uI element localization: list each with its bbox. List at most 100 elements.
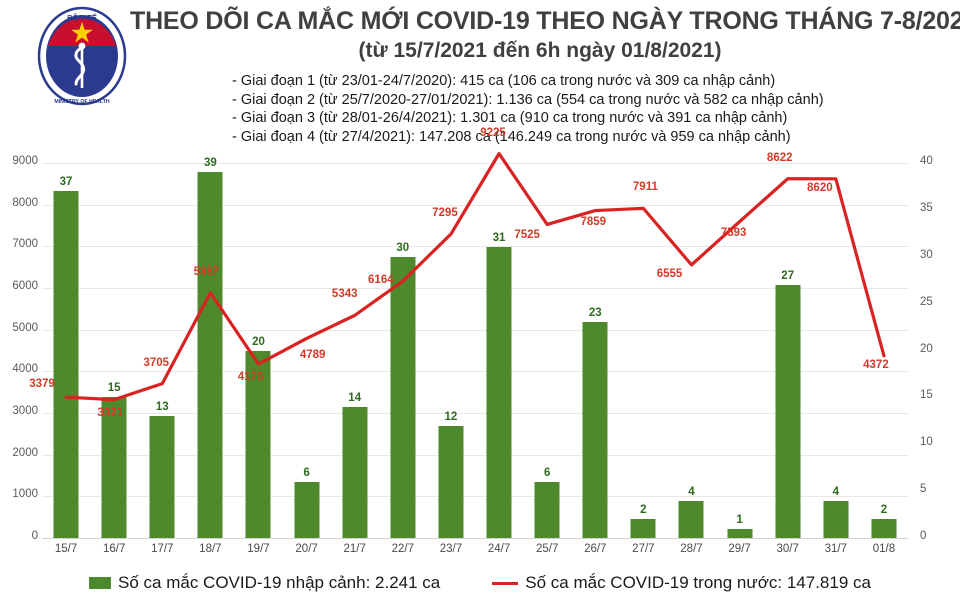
bar[interactable] [678,500,704,538]
line-value-label: 3379 [29,378,55,391]
right-axis-tick-label: 5 [920,483,927,496]
covid-daily-cases-chart: 0 1000 2000 3000 4000 5000 6000 7000 8000 9000 0 5… [0,127,960,603]
left-axis-tick-label: 9000 [12,155,38,167]
svg-text:MINISTRY OF HEALTH: MINISTRY OF HEALTH [54,99,109,105]
legend-item-domestic[interactable]: Số ca mắc COVID-19 trong nước: 147.819 c… [492,573,871,593]
line-value-label: 7593 [720,226,747,239]
line-value-label: 3321 [97,406,123,419]
gridline [42,538,908,539]
bar[interactable] [245,350,271,538]
line-value-label: 3705 [143,356,170,369]
x-axis-tick-label: 23/7 [439,543,463,555]
legend-item-imported[interactable]: Số ca mắc COVID-19 nhập cảnh: 2.241 ca [89,573,440,593]
bar-slot: 6 20/7 [283,163,331,555]
gridline [42,454,908,456]
line-path [64,152,886,402]
title-block: THEO DÕI CA MẮC MỚI COVID-19 THEO NGÀY T… [130,6,960,65]
bar-value-label: 12 [444,410,458,423]
x-axis-tick-label: 31/7 [824,543,848,555]
line-value-label: 4175 [237,371,264,384]
line-value-label: 4789 [299,349,326,362]
bar-value-label: 37 [59,176,73,189]
left-axis-tick-label: 6000 [12,280,38,292]
phase-line: - Giai đoạn 2 (từ 25/7/2020-27/01/2021):… [232,91,824,108]
left-axis-tick-label: 0 [31,530,38,542]
bar[interactable] [775,284,801,538]
left-axis-tick-label: 7000 [12,238,38,251]
bar-slot: 27 30/7 [764,163,812,555]
plot-area: 0 1000 2000 3000 4000 5000 6000 7000 8000 9000 0 5… [12,127,932,555]
legend-line-swatch-icon [492,581,519,585]
left-axis-tick-label: 2000 [12,446,38,459]
bar-value-label: 27 [781,269,795,282]
right-axis-tick-label: 15 [920,389,933,402]
gridline [42,204,908,206]
bar-slot: 20 19/7 [234,163,282,555]
left-axis-tick-label: 5000 [12,321,38,334]
bar-value-label: 23 [588,307,602,320]
right-axis-tick-label: 20 [920,342,933,355]
bar[interactable] [727,528,753,538]
bar-value-label: 2 [880,504,888,517]
bar-slot: 39 18/7 [186,157,234,555]
chart-legend: Số ca mắc COVID-19 nhập cảnh: 2.241 ca S… [0,567,960,599]
bar[interactable] [390,256,416,538]
bar-slot: 23 26/7 [571,163,619,555]
right-axis-tick-label: 0 [920,530,927,542]
bar[interactable] [101,397,127,538]
bar-value-label: 1 [736,513,743,526]
line-value-label: 7525 [514,229,540,242]
bar[interactable] [294,481,320,538]
left-axis-tick-label: 3000 [12,405,38,417]
bar[interactable] [149,416,175,538]
left-axis-tick-label: 1000 [12,488,38,501]
right-axis-tick-label: 35 [920,201,933,214]
bar-slot: 37 15/7 [42,163,90,555]
bar[interactable] [53,191,79,538]
bar-series: 37 15/7 15 16/7 13 17/7 39 18/7 20 19/7 6 20/7 14 21/… [42,157,908,555]
bar[interactable] [486,247,512,538]
bar[interactable] [582,322,608,538]
bar-slot: 14 21/7 [331,163,379,555]
bar-slot: 31 24/7 [475,163,523,555]
bar[interactable] [871,519,897,538]
bar-value-label: 6 [543,466,551,479]
x-axis-tick-label: 17/7 [151,543,174,555]
bar-value-label: 31 [492,232,506,245]
x-axis-tick-label: 21/7 [343,543,366,555]
gridline [42,163,908,164]
bar-value-label: 13 [155,401,169,414]
x-axis-tick-label: 26/7 [584,543,607,555]
gridline [42,413,908,414]
phase-summary-list: - Giai đoạn 1 (từ 23/01-24/7/2020): 415 … [232,72,952,146]
chart-header: BỘ Y TẾ MINISTRY OF HEALTH THEO DÕI CA M… [0,0,960,155]
bar-value-label: 15 [107,382,121,395]
x-axis-tick-label: 15/7 [54,543,78,555]
bar[interactable] [534,481,560,538]
line-value-label: 7911 [632,181,658,194]
bar[interactable] [630,519,656,538]
bar[interactable] [342,406,368,538]
line-value-label: 7295 [432,207,458,220]
line-value-label: 9225 [480,126,506,139]
x-axis-tick-label: 27/7 [632,543,655,555]
bar-value-label: 39 [203,157,217,170]
gridline [42,246,908,248]
bar[interactable] [197,172,223,538]
line-value-label: 5343 [331,288,358,301]
bar-value-label: 30 [396,241,410,254]
gridline [42,329,908,331]
bar-value-label: 4 [688,485,695,498]
legend-bar-swatch-icon [89,577,112,589]
gridline [42,288,908,289]
bar-value-label: 6 [303,466,310,479]
bar-value-label: 4 [832,485,840,498]
bar[interactable] [823,500,849,538]
x-axis-tick-label: 29/7 [728,543,751,555]
legend-label-imported: Số ca mắc COVID-19 nhập cảnh: 2.241 ca [118,573,441,592]
legend-label-domestic: Số ca mắc COVID-19 trong nước: 147.819 c… [525,573,871,592]
line-value-label: 6164 [368,274,394,287]
bar-slot: 15 16/7 [90,163,138,555]
bar-slot: 13 17/7 [138,163,186,555]
bar[interactable] [438,425,464,538]
